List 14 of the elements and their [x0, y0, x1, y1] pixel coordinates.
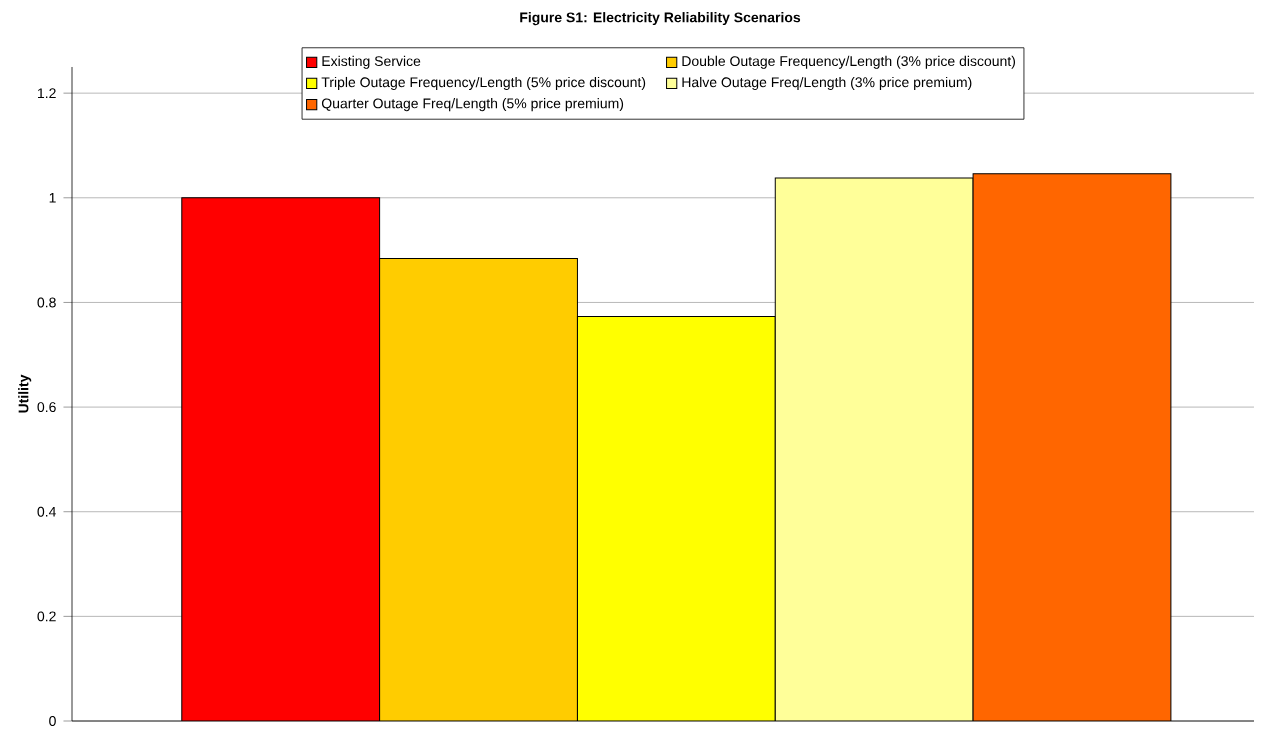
y-tick-label: 0.2	[37, 611, 56, 622]
y-axis-title: Utility	[18, 374, 32, 413]
legend-label: Triple Outage Frequency/Length (5% price discount)	[321, 76, 646, 90]
legend-label: Quarter Outage Freq/Length (5% price premium)	[321, 98, 624, 112]
y-tick-label: 0.6	[37, 402, 56, 413]
legend-label: Halve Outage Freq/Length (3% price premium)	[682, 76, 972, 90]
y-tick-label: 1	[49, 192, 56, 203]
legend-label: Existing Service	[322, 55, 421, 69]
legend-label: Double Outage Frequency/Length (3% price discount)	[682, 55, 1016, 69]
chart-title: Figure S1: Electricity Reliability Scenarios	[520, 12, 801, 26]
y-tick-label: 0	[49, 716, 56, 726]
y-tick-label: 0.4	[37, 506, 56, 517]
y-tick-label: 0.8	[37, 297, 56, 308]
y-tick-label: 1.2	[38, 88, 56, 99]
